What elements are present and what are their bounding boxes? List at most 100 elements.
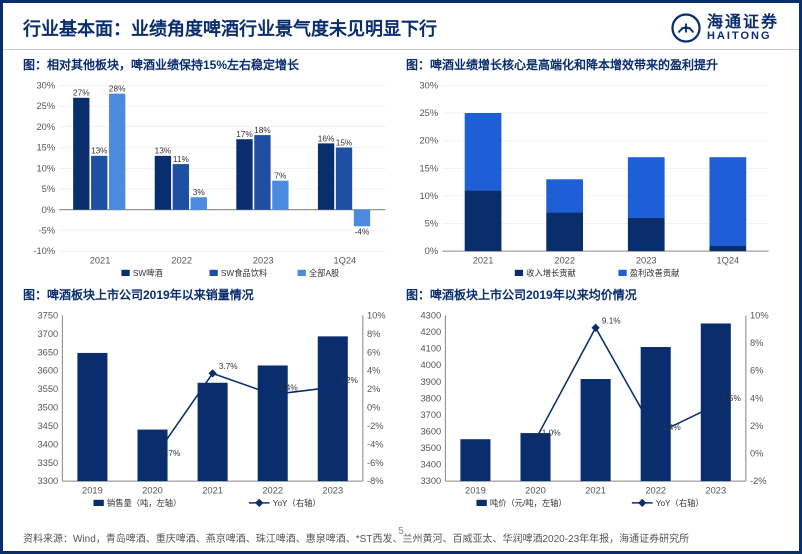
svg-text:2021: 2021 xyxy=(585,486,606,496)
svg-text:4200: 4200 xyxy=(421,327,442,337)
svg-text:-5%: -5% xyxy=(39,226,56,236)
svg-text:3400: 3400 xyxy=(421,460,442,470)
title-text: 业绩角度啤酒行业景气度未见明显下行 xyxy=(131,19,437,39)
chart-2: 图：啤酒业绩增长核心是高端化和降本增效带来的盈利提升 0%5%10%15%20%… xyxy=(406,56,779,282)
svg-text:2021: 2021 xyxy=(473,256,494,266)
svg-text:20%: 20% xyxy=(36,122,55,132)
svg-text:SW食品饮料: SW食品饮料 xyxy=(221,268,267,278)
svg-text:3700: 3700 xyxy=(38,329,59,339)
svg-text:13%: 13% xyxy=(91,147,108,156)
svg-text:3300: 3300 xyxy=(38,476,59,486)
svg-text:YoY（右轴）: YoY（右轴） xyxy=(273,498,321,508)
svg-text:10%: 10% xyxy=(419,191,438,201)
svg-text:11%: 11% xyxy=(173,155,190,164)
svg-text:-2%: -2% xyxy=(367,421,384,431)
svg-text:吨价（元/吨，左轴）: 吨价（元/吨，左轴） xyxy=(490,498,567,508)
chart-1: 图：相对其他板块，啤酒业绩保持15%左右稳定增长 -10%-5%0%5%10%1… xyxy=(23,56,396,282)
svg-text:2023: 2023 xyxy=(253,256,274,266)
svg-text:3650: 3650 xyxy=(38,348,59,358)
title-prefix: 行业基本面： xyxy=(23,19,131,39)
svg-text:10%: 10% xyxy=(750,311,769,321)
chart-2-title: 图：啤酒业绩增长核心是高端化和降本增效带来的盈利提升 xyxy=(406,56,779,73)
svg-text:1.4%: 1.4% xyxy=(279,384,298,393)
svg-text:2023: 2023 xyxy=(636,256,657,266)
svg-text:1.0%: 1.0% xyxy=(542,429,561,438)
svg-text:2022: 2022 xyxy=(171,256,192,266)
logo-text: 海通证券 HAITONG xyxy=(707,15,779,42)
svg-text:3750: 3750 xyxy=(38,311,59,321)
svg-text:4%: 4% xyxy=(750,394,763,404)
chart-2-svg: 0%5%10%15%20%25%30%2021202220231Q24收入增长贡… xyxy=(406,75,779,282)
svg-text:3500: 3500 xyxy=(421,443,442,453)
svg-text:3.5%: 3.5% xyxy=(722,394,741,403)
svg-text:5%: 5% xyxy=(425,219,438,229)
svg-text:2022: 2022 xyxy=(262,486,283,496)
chart-3-svg: 3300335034003450350035503600365037003750… xyxy=(23,305,396,512)
svg-text:25%: 25% xyxy=(419,108,438,118)
svg-text:27%: 27% xyxy=(73,89,90,98)
haitong-icon xyxy=(671,13,701,43)
chart-4: 图：啤酒板块上市公司2019年以来均价情况 330034003500360037… xyxy=(406,286,779,512)
svg-text:16%: 16% xyxy=(318,134,335,143)
svg-text:全部A股: 全部A股 xyxy=(309,268,339,278)
page-title: 行业基本面：业绩角度啤酒行业景气度未见明显下行 xyxy=(23,15,671,41)
svg-text:-4%: -4% xyxy=(355,228,370,237)
footer-source: 资料来源：Wind，青岛啤酒、重庆啤酒、燕京啤酒、珠江啤酒、惠泉啤酒、*ST西发… xyxy=(3,528,799,547)
svg-text:2023: 2023 xyxy=(322,486,343,496)
chart-1-title: 图：相对其他板块，啤酒业绩保持15%左右稳定增长 xyxy=(23,56,396,73)
svg-text:3900: 3900 xyxy=(421,377,442,387)
svg-text:3700: 3700 xyxy=(421,410,442,420)
svg-text:-4%: -4% xyxy=(367,440,384,450)
svg-text:2020: 2020 xyxy=(142,486,163,496)
svg-text:30%: 30% xyxy=(36,80,55,90)
chart-4-title: 图：啤酒板块上市公司2019年以来均价情况 xyxy=(406,286,779,303)
svg-text:3400: 3400 xyxy=(38,440,59,450)
svg-text:13%: 13% xyxy=(155,147,172,156)
svg-text:3.7%: 3.7% xyxy=(219,362,238,371)
svg-text:3500: 3500 xyxy=(38,403,59,413)
svg-text:5%: 5% xyxy=(42,184,55,194)
svg-text:1Q24: 1Q24 xyxy=(716,256,739,266)
svg-text:2020: 2020 xyxy=(525,486,546,496)
svg-text:2.2%: 2.2% xyxy=(339,376,358,385)
logo-cn: 海通证券 xyxy=(707,15,779,31)
logo: 海通证券 HAITONG xyxy=(671,13,779,43)
svg-text:30%: 30% xyxy=(419,80,438,90)
svg-text:0%: 0% xyxy=(367,403,380,413)
svg-text:2019: 2019 xyxy=(465,486,486,496)
svg-text:3550: 3550 xyxy=(38,384,59,394)
svg-text:6%: 6% xyxy=(750,366,763,376)
svg-text:2021: 2021 xyxy=(202,486,223,496)
svg-text:0%: 0% xyxy=(425,246,438,256)
svg-text:3800: 3800 xyxy=(421,394,442,404)
svg-text:4000: 4000 xyxy=(421,360,442,370)
svg-text:-6%: -6% xyxy=(367,458,384,468)
svg-text:1.4%: 1.4% xyxy=(662,423,681,432)
svg-text:9.1%: 9.1% xyxy=(602,317,621,326)
svg-text:17%: 17% xyxy=(236,130,253,139)
svg-text:10%: 10% xyxy=(367,311,386,321)
svg-text:3350: 3350 xyxy=(38,458,59,468)
chart-3-title: 图：啤酒板块上市公司2019年以来销量情况 xyxy=(23,286,396,303)
svg-text:盈利改善贡献: 盈利改善贡献 xyxy=(630,268,680,278)
svg-text:7%: 7% xyxy=(274,172,287,181)
svg-text:3%: 3% xyxy=(193,188,206,197)
svg-text:3600: 3600 xyxy=(421,427,442,437)
chart-4-svg: 3300340035003600370038003900400041004200… xyxy=(406,305,779,512)
svg-text:20%: 20% xyxy=(419,136,438,146)
svg-text:6%: 6% xyxy=(367,348,380,358)
svg-text:2021: 2021 xyxy=(90,256,111,266)
svg-text:SW啤酒: SW啤酒 xyxy=(133,268,163,278)
svg-text:收入增长贡献: 收入增长贡献 xyxy=(526,268,576,278)
header: 行业基本面：业绩角度啤酒行业景气度未见明显下行 海通证券 HAITONG xyxy=(3,3,799,50)
svg-text:15%: 15% xyxy=(336,138,353,147)
svg-text:4300: 4300 xyxy=(421,311,442,321)
svg-text:1Q24: 1Q24 xyxy=(333,256,356,266)
svg-text:-8%: -8% xyxy=(367,476,384,486)
svg-text:销售量（吨，左轴）: 销售量（吨，左轴） xyxy=(107,498,181,508)
svg-text:8%: 8% xyxy=(750,338,763,348)
svg-text:-2%: -2% xyxy=(750,476,767,486)
chart-1-svg: -10%-5%0%5%10%15%20%25%30%27%13%28%20211… xyxy=(23,75,396,282)
svg-text:2%: 2% xyxy=(750,421,763,431)
svg-text:15%: 15% xyxy=(36,143,55,153)
